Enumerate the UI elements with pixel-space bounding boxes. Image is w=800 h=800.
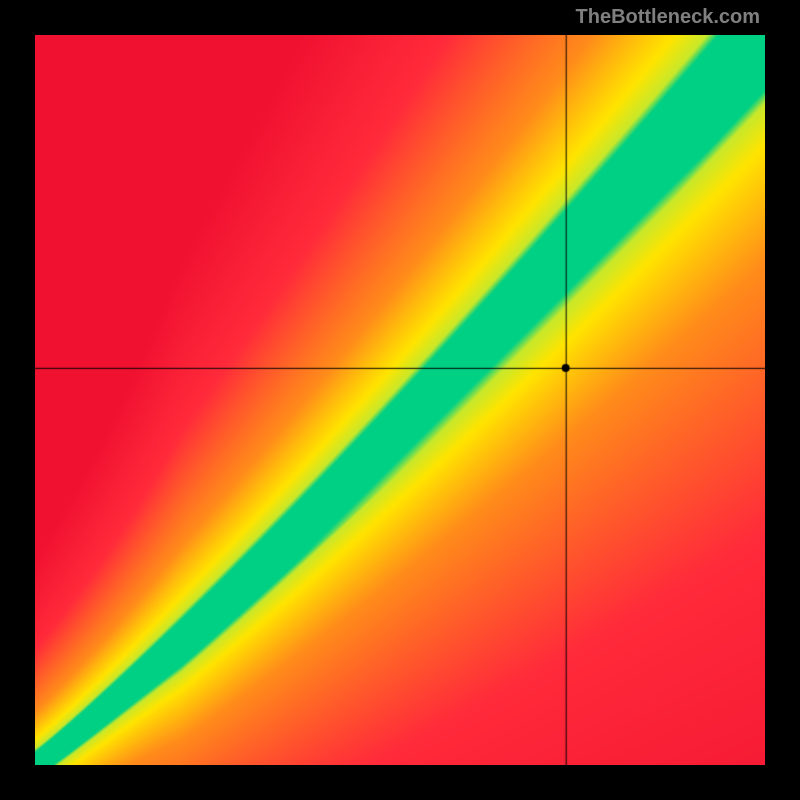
bottleneck-heatmap: [35, 35, 765, 765]
watermark-text: TheBottleneck.com: [576, 6, 760, 29]
crosshair-overlay: [35, 35, 765, 765]
